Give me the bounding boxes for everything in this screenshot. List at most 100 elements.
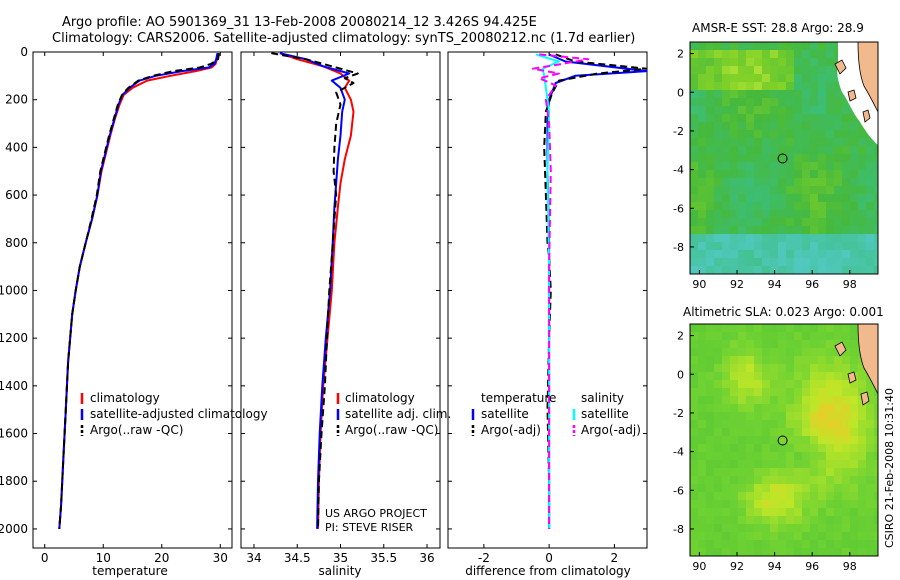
sst-cell xyxy=(730,162,739,171)
sla-cell xyxy=(794,452,803,461)
sst-cell xyxy=(706,58,715,67)
sla-cell xyxy=(866,444,875,453)
sla-cell xyxy=(802,524,811,533)
sla-cell xyxy=(794,340,803,349)
sla-cell xyxy=(826,436,835,445)
sst-cell xyxy=(698,122,707,131)
sst-cell xyxy=(738,250,747,259)
sst-cell xyxy=(722,170,731,179)
sla-cell xyxy=(770,476,779,485)
sla-cell xyxy=(802,548,811,556)
sla-cell xyxy=(858,484,867,493)
sst-cell xyxy=(738,170,747,179)
sla-cell xyxy=(738,332,747,341)
sst-cell xyxy=(834,258,843,267)
sst-cell xyxy=(730,50,739,59)
sla-cell xyxy=(746,420,755,429)
sla-cell xyxy=(778,540,787,549)
sla-cell xyxy=(738,468,747,477)
sla-cell xyxy=(794,524,803,533)
sla-cell xyxy=(842,500,851,509)
sst-cell xyxy=(834,186,843,195)
sla-cell xyxy=(714,476,723,485)
sla-cell xyxy=(858,412,867,421)
sla-cell xyxy=(778,516,787,525)
sst-cell xyxy=(818,146,827,155)
sst-cell xyxy=(842,162,851,171)
sst-cell xyxy=(874,250,878,259)
sla-cell xyxy=(738,540,747,549)
sla-cell xyxy=(722,348,731,357)
sla-cell xyxy=(874,420,878,429)
sst-cell xyxy=(826,202,835,211)
sla-cell xyxy=(698,508,707,517)
sla-cell xyxy=(834,516,843,525)
sla-cell xyxy=(866,420,875,429)
sla-cell xyxy=(802,460,811,469)
sst-cell xyxy=(786,82,795,91)
sla-cell xyxy=(810,484,819,493)
sla-cell xyxy=(722,388,731,397)
sst-cell xyxy=(698,266,707,274)
sst-cell xyxy=(818,130,827,139)
sla-cell xyxy=(746,412,755,421)
sla-cell xyxy=(794,508,803,517)
sst-cell xyxy=(754,210,763,219)
sla-cell xyxy=(714,524,723,533)
sst-cell xyxy=(754,74,763,83)
sla-cell xyxy=(834,412,843,421)
sst-cell xyxy=(802,130,811,139)
sla-cell xyxy=(834,388,843,397)
sla-cell xyxy=(802,436,811,445)
sla-cell xyxy=(818,380,827,389)
sst-cell xyxy=(826,42,835,51)
sst-cell xyxy=(706,178,715,187)
sst-cell xyxy=(754,106,763,115)
sla-cell xyxy=(874,460,878,469)
sla-cell xyxy=(786,332,795,341)
sla-cell xyxy=(826,532,835,541)
sst-cell xyxy=(794,122,803,131)
sla-cell xyxy=(714,412,723,421)
sla-cell xyxy=(730,484,739,493)
sla-cell xyxy=(778,388,787,397)
diff-series-0-line xyxy=(546,53,647,529)
sst-cell xyxy=(874,170,878,179)
sst-cell xyxy=(778,210,787,219)
sla-cell xyxy=(874,476,878,485)
sla-cell xyxy=(722,516,731,525)
sla-cell xyxy=(866,388,875,397)
sst-cell xyxy=(690,170,699,179)
sst-cell xyxy=(810,170,819,179)
sst-xtick-label-90: 90 xyxy=(692,278,706,291)
sst-cell xyxy=(706,130,715,139)
temp-ytick-label-800: 800 xyxy=(5,236,28,250)
sla-cell xyxy=(746,332,755,341)
sla-cell xyxy=(730,332,739,341)
sst-cell xyxy=(826,210,835,219)
sla-cell xyxy=(706,540,715,549)
sst-cell xyxy=(818,202,827,211)
salinity-panel: 34 34.5 35 35.5 36 salinity climatology sate… xyxy=(240,51,451,578)
sst-cell xyxy=(874,218,878,227)
sla-cell xyxy=(722,364,731,373)
sst-cell xyxy=(714,258,723,267)
sla-cell xyxy=(714,404,723,413)
sla-cell xyxy=(850,452,859,461)
sla-cell xyxy=(754,396,763,405)
sst-cell xyxy=(842,250,851,259)
sla-cell xyxy=(826,380,835,389)
sst-cell xyxy=(866,154,875,163)
sst-cell xyxy=(866,170,875,179)
sla-cell xyxy=(770,500,779,509)
sla-cell xyxy=(706,436,715,445)
sst-cell xyxy=(706,146,715,155)
sst-cell xyxy=(738,234,747,243)
sst-cell xyxy=(754,266,763,274)
sla-cell xyxy=(722,500,731,509)
sst-cell xyxy=(834,162,843,171)
sst-cell xyxy=(874,258,878,267)
sla-cell xyxy=(810,332,819,341)
sla-ytick-label--2: -2 xyxy=(673,407,684,420)
sst-cell xyxy=(850,258,859,267)
